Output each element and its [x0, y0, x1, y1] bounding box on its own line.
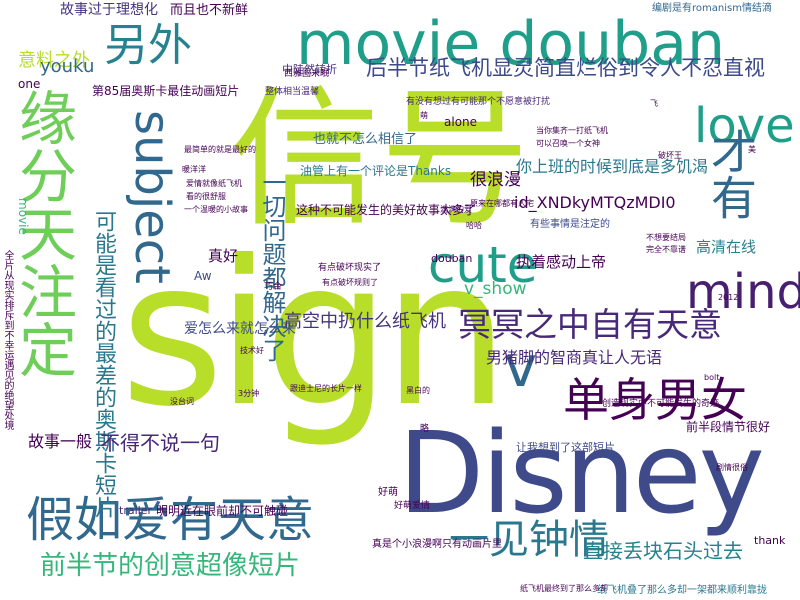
- word: 故事一般: [28, 432, 93, 451]
- word: subject: [124, 110, 180, 284]
- word: 略: [420, 424, 430, 434]
- word: mind: [686, 264, 800, 320]
- word: 技术好: [240, 346, 264, 355]
- word: 单身男女: [563, 373, 747, 427]
- word: 破坏王: [658, 151, 682, 160]
- word: 爱情就像纸飞机: [186, 179, 242, 188]
- word: 有点破坏规则了: [322, 278, 378, 287]
- word: 没台词: [170, 397, 194, 406]
- word: 好萌: [378, 487, 398, 498]
- word: douban: [431, 252, 473, 265]
- word: thank: [754, 534, 786, 547]
- word: 前半节的创意超像短片: [40, 551, 301, 581]
- word: trailer: [119, 504, 152, 517]
- word: 好萌爱情: [394, 501, 431, 511]
- word: 创造现实中不可能发生的奇迹: [602, 399, 720, 409]
- word: Aw: [194, 269, 212, 283]
- word: sign: [120, 218, 509, 451]
- word: v_show: [464, 279, 527, 299]
- word: 第85届奥斯卡最佳动画短片: [92, 84, 240, 98]
- word: one: [18, 77, 41, 91]
- word: 有些事情是注定的: [530, 219, 610, 230]
- word: cute: [428, 236, 538, 294]
- word: 执着感动上帝: [516, 253, 607, 271]
- word: 暖洋洋: [182, 165, 206, 174]
- word: 这种不可能发生的美好故事太多了: [296, 203, 477, 217]
- word: 缘分天注定: [9, 88, 77, 378]
- word: 意料之外: [18, 50, 90, 71]
- word: id_XNDkyMTQzMDI0: [514, 193, 676, 212]
- word: 最简单的就是最好的: [184, 145, 256, 154]
- word: 原来在哪都有人宅: [470, 199, 534, 208]
- word: 真是个小浪漫啊只有动画片里: [372, 539, 502, 550]
- word: 满满的爱: [440, 205, 472, 214]
- word: 西雅图未眠: [284, 69, 330, 79]
- word: 高空中扔什么纸飞机: [284, 311, 446, 332]
- word: 一切问题都解决了: [258, 170, 286, 362]
- word: 纸飞机最终到了那么多却: [520, 584, 608, 593]
- word: 油管上有一个评论是Thanks: [300, 164, 452, 178]
- word: 一个温暖的小故事: [184, 205, 248, 214]
- word: 前半段情节很好: [686, 420, 771, 434]
- word: 也就不怎么相信了: [313, 132, 418, 147]
- word: 当你集齐一打纸飞机: [536, 126, 608, 135]
- word: youku: [40, 56, 95, 77]
- word: 美: [748, 145, 756, 154]
- word: 纸飞机叠了那么多却一架都来顺利靠拢: [597, 585, 767, 596]
- word: 全片从现实排斥到不幸运遇见的绝望处境: [2, 250, 13, 430]
- word: 有没有想过有可能那个不愿意被打扰: [406, 97, 551, 107]
- word: 可能是看过的最差的奥斯卡短片: [91, 210, 116, 518]
- word: 整体相当温馨: [265, 87, 320, 97]
- word: 飞: [650, 99, 658, 108]
- word: 高清在线: [696, 238, 757, 256]
- word: v: [504, 335, 538, 400]
- word: 剧情很俗: [716, 463, 748, 472]
- word: 故事过于理想化: [60, 2, 158, 18]
- word: bolt: [704, 373, 720, 382]
- word: 中陡然转折: [282, 63, 337, 76]
- word: 爱怎么来就怎么来: [184, 321, 296, 337]
- word: 而且也不新鲜: [170, 3, 249, 18]
- word: 很浪漫: [470, 170, 521, 190]
- word: 你上班的时候到底是多饥渴: [516, 157, 709, 176]
- word: love: [694, 98, 795, 154]
- word: 一见钟情: [449, 517, 609, 563]
- word: 信号: [230, 73, 531, 247]
- word: 黑白的: [406, 386, 430, 395]
- word: 跟迪士尼的长片一样: [290, 384, 362, 393]
- word: 冥冥之中自有天意: [458, 305, 722, 344]
- word: 真好: [208, 247, 239, 265]
- word: 男猪脚的智商真让人无语: [486, 348, 663, 367]
- word: 完全不靠谱: [646, 245, 686, 254]
- word: 假如爱有天意: [26, 492, 315, 548]
- word: 看的很舒服: [186, 192, 226, 201]
- word: 有点破坏现实了: [318, 263, 382, 273]
- word: 巧合: [264, 282, 283, 292]
- word: 不想要结局: [646, 233, 686, 242]
- word: 另外: [104, 20, 192, 71]
- word: 让我想到了这部短片: [516, 441, 615, 454]
- word: 可以召唤一个女神: [536, 139, 600, 148]
- word: 直接丢块石头过去: [583, 539, 743, 563]
- word: 明明近在眼前却不可触碰: [156, 504, 289, 518]
- word: 编剧是有romanism情结滴: [652, 3, 772, 14]
- word: movie douban: [296, 9, 726, 79]
- word: movie: [16, 198, 30, 235]
- word: alone: [444, 115, 478, 129]
- word: 3分钟: [238, 389, 260, 398]
- word: 2012: [718, 293, 739, 302]
- word: 不得不说一句: [100, 431, 220, 455]
- word: 才有: [704, 128, 758, 220]
- word: 后半节纸飞机显灵简直烂俗到令人不忍直视: [366, 56, 765, 80]
- word: Disney: [398, 409, 765, 539]
- word: 萌: [420, 111, 428, 120]
- word: 哈哈: [466, 221, 482, 230]
